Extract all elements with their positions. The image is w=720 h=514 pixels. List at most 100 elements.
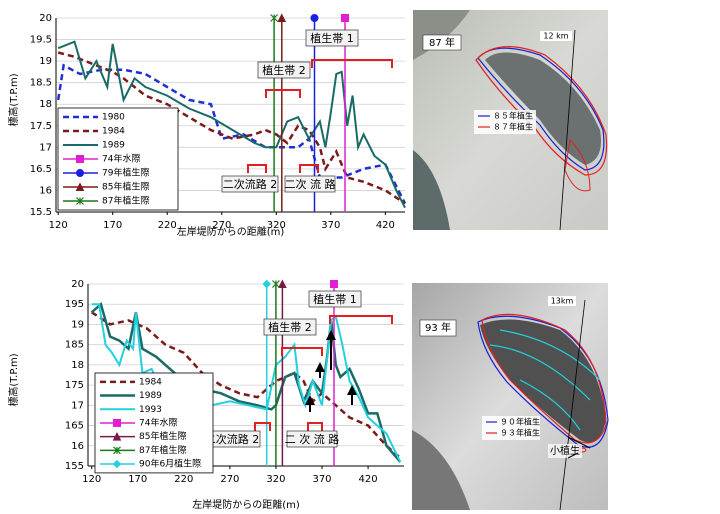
x-axis-title: 左岸堤防からの距離(m)	[177, 225, 285, 238]
y-tick-label: 16	[71, 441, 84, 452]
bracket	[265, 89, 301, 98]
y-tick-label: 16.5	[30, 164, 52, 175]
y-tick-label: 185	[65, 340, 84, 351]
y-tick-label: 20	[39, 13, 52, 24]
x-tick-label: 270	[212, 220, 231, 231]
arrow-head	[326, 330, 336, 340]
y-axis-title: 標高(T.P.m)	[7, 353, 20, 406]
legend-label: 87年植生際	[139, 444, 186, 456]
annotation: 植生帯 2	[268, 320, 312, 334]
photo-legend: ８５年植生	[493, 111, 533, 121]
y-tick-label: 18	[71, 360, 84, 371]
legend-label: 1989	[139, 391, 162, 401]
annotation: 二次 流 路	[285, 177, 336, 191]
series-line	[91, 303, 402, 463]
y-tick-label: 20	[71, 279, 84, 290]
annotation-box	[284, 175, 336, 193]
x-tick-label: 420	[376, 220, 395, 231]
arrow-head	[315, 362, 325, 372]
x-tick-label: 270	[220, 474, 239, 485]
y-tick-label: 19	[39, 56, 52, 67]
annotation-box	[305, 29, 359, 47]
x-tick-label: 370	[312, 474, 331, 485]
legend-label: 85年植生際	[102, 181, 149, 193]
y-tick-label: 195	[65, 299, 84, 310]
marker	[272, 280, 280, 288]
photo-legend: ９０年植生	[500, 417, 540, 427]
legend-marker	[112, 459, 122, 469]
chart: 155 16 165 17 175 18 185 19 195 20 120 170 220 270 320…	[7, 279, 404, 511]
bracket	[254, 422, 271, 431]
legend-label: 1980	[102, 113, 125, 123]
x-tick-label: 170	[128, 474, 147, 485]
legend-label: 1989	[102, 141, 125, 151]
annotation-box	[263, 318, 317, 336]
annotation-box	[257, 61, 311, 79]
legend-marker	[75, 182, 85, 191]
scale-label: 13km	[551, 297, 574, 306]
legend-marker	[113, 418, 121, 427]
bracket	[329, 315, 393, 324]
y-tick-label: 175	[65, 380, 84, 391]
marker	[278, 279, 287, 288]
y-tick-label: 165	[65, 421, 84, 432]
y-tick-label: 16	[39, 185, 52, 196]
marker	[310, 14, 319, 22]
legend-marker	[76, 197, 84, 205]
x-tick-label: 220	[174, 474, 193, 485]
x-tick-label: 320	[266, 474, 285, 485]
legend-marker	[112, 432, 122, 441]
marker	[262, 279, 271, 289]
photo-legend: ８７年植生	[493, 122, 533, 132]
annotation-box	[221, 175, 279, 193]
x-tick-label: 320	[267, 220, 286, 231]
arrow-head	[305, 395, 315, 405]
y-tick-label: 17.5	[30, 121, 52, 132]
legend-label: 1984	[139, 377, 162, 387]
y-tick-label: 15.5	[30, 207, 52, 218]
legend-label: 1993	[139, 405, 162, 415]
y-axis-title: 標高(T.P.m)	[7, 73, 20, 126]
legend-label: 87年植生際	[102, 195, 149, 207]
series-line	[57, 51, 406, 205]
annotation: 二 次 流 路	[285, 432, 340, 446]
annotation-box	[286, 430, 338, 448]
bracket	[247, 164, 267, 173]
legend-label: 85年植生際	[139, 430, 186, 442]
annotation: 二次流路 2	[205, 432, 260, 446]
x-tick-label: 170	[103, 220, 122, 231]
marker	[277, 13, 287, 22]
legend-marker	[113, 446, 121, 455]
series-line	[56, 63, 407, 204]
annotation: 植生帯 2	[262, 63, 306, 77]
legend-label: 74年水際	[102, 153, 140, 165]
y-tick-label: 155	[65, 461, 84, 472]
x-axis-title: 左岸堤防からの距離(m)	[192, 498, 300, 511]
x-tick-label: 420	[359, 474, 378, 485]
y-tick-label: 19.5	[30, 35, 52, 46]
aerial-photo	[413, 10, 608, 231]
legend-label: 74年水際	[139, 416, 177, 428]
aerial-photo	[412, 283, 609, 511]
annotation: 二次流路 2	[223, 177, 278, 191]
x-tick-label: 120	[49, 220, 68, 231]
marker	[329, 280, 338, 288]
annotation-box	[308, 290, 362, 308]
x-tick-label: 370	[321, 220, 340, 231]
photo-label: 87 年	[429, 36, 455, 49]
legend-marker	[76, 169, 84, 177]
x-tick-label: 220	[158, 220, 177, 231]
series-line	[91, 311, 402, 459]
y-tick-label: 17	[39, 142, 52, 153]
annotation: 植生帯 1	[310, 31, 354, 45]
annotation: 植生帯 1	[313, 292, 357, 306]
y-tick-label: 18	[39, 99, 52, 110]
legend-label: 1984	[102, 127, 125, 137]
y-tick-label: 18.5	[30, 78, 52, 89]
y-tick-label: 19	[71, 319, 84, 330]
chart: 15.5 16 16.5 17 17.5 18 18.5 19 19.5 20 120 170 220 2…	[7, 13, 407, 238]
y-tick-label: 17	[71, 400, 84, 411]
legend-label: 90年6月植生際	[139, 458, 201, 470]
